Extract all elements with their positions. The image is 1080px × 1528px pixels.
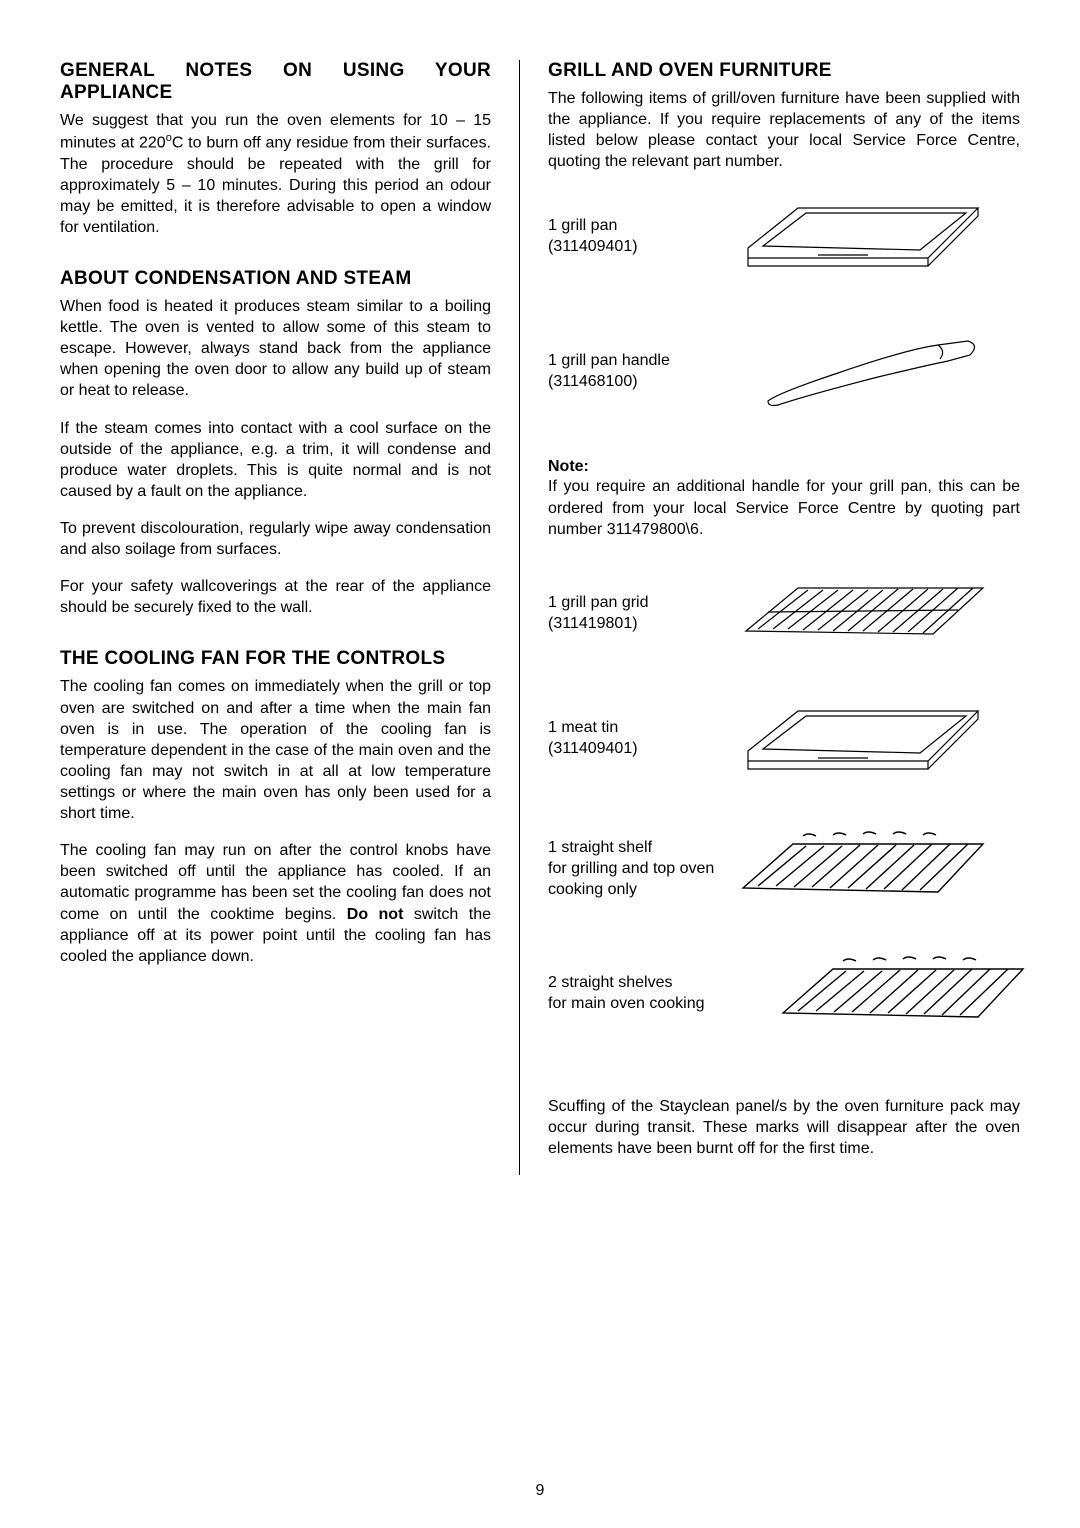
note-text: If you require an additional handle for …	[548, 476, 1020, 539]
item-meat-tin: 1 meat tin (311409401)	[548, 691, 1020, 786]
para-general-notes: We suggest that you run the oven element…	[60, 110, 491, 238]
handle-icon	[728, 323, 1020, 418]
item-handle: 1 grill pan handle (311468100)	[548, 323, 1020, 418]
item-grid: 1 grill pan grid (311419801)	[548, 576, 1020, 651]
heading-condensation: ABOUT CONDENSATION AND STEAM	[60, 268, 491, 290]
para-cooling-2: The cooling fan may run on after the con…	[60, 840, 491, 967]
grid-icon	[728, 576, 1020, 651]
note-label: Note:	[548, 458, 1020, 476]
item-two-shelves: 2 straight shelves for main oven cooking	[548, 951, 1020, 1036]
item-straight-shelf: 1 straight shelf for grilling and top ov…	[548, 826, 1020, 911]
para-condensation-1: When food is heated it produces steam si…	[60, 296, 491, 402]
label-grid: 1 grill pan grid (311419801)	[548, 592, 728, 634]
two-column-layout: GENERAL NOTES ON USING YOUR APPLIANCE We…	[60, 60, 1020, 1175]
heading-general-notes: GENERAL NOTES ON USING YOUR APPLIANCE	[60, 60, 491, 104]
page-number: 9	[536, 1482, 545, 1500]
para-condensation-2: If the steam comes into contact with a c…	[60, 418, 491, 502]
item-grill-pan: 1 grill pan (311409401)	[548, 188, 1020, 283]
note-block: Note: If you require an additional handl…	[548, 458, 1020, 539]
left-column: GENERAL NOTES ON USING YOUR APPLIANCE We…	[60, 60, 520, 1175]
shelves-icon	[768, 951, 1028, 1036]
para-cooling-1: The cooling fan comes on immediately whe…	[60, 676, 491, 824]
heading-cooling-fan: THE COOLING FAN FOR THE CONTROLS	[60, 648, 491, 670]
label-meat-tin: 1 meat tin (311409401)	[548, 717, 728, 759]
label-two-shelves: 2 straight shelves for main oven cooking	[548, 972, 768, 1014]
meat-tin-icon	[728, 691, 1020, 786]
shelf-icon	[728, 826, 1020, 911]
para-furniture-intro: The following items of grill/oven furnit…	[548, 88, 1020, 172]
label-grill-pan: 1 grill pan (311409401)	[548, 215, 728, 257]
right-column: GRILL AND OVEN FURNITURE The following i…	[520, 60, 1020, 1175]
heading-furniture: GRILL AND OVEN FURNITURE	[548, 60, 1020, 82]
grill-pan-icon	[728, 188, 1020, 283]
para-scuffing: Scuffing of the Stayclean panel/s by the…	[548, 1096, 1020, 1159]
para-condensation-3: To prevent discolouration, regularly wip…	[60, 518, 491, 560]
label-straight-shelf: 1 straight shelf for grilling and top ov…	[548, 837, 728, 900]
para-condensation-4: For your safety wallcoverings at the rea…	[60, 576, 491, 618]
label-handle: 1 grill pan handle (311468100)	[548, 350, 728, 392]
